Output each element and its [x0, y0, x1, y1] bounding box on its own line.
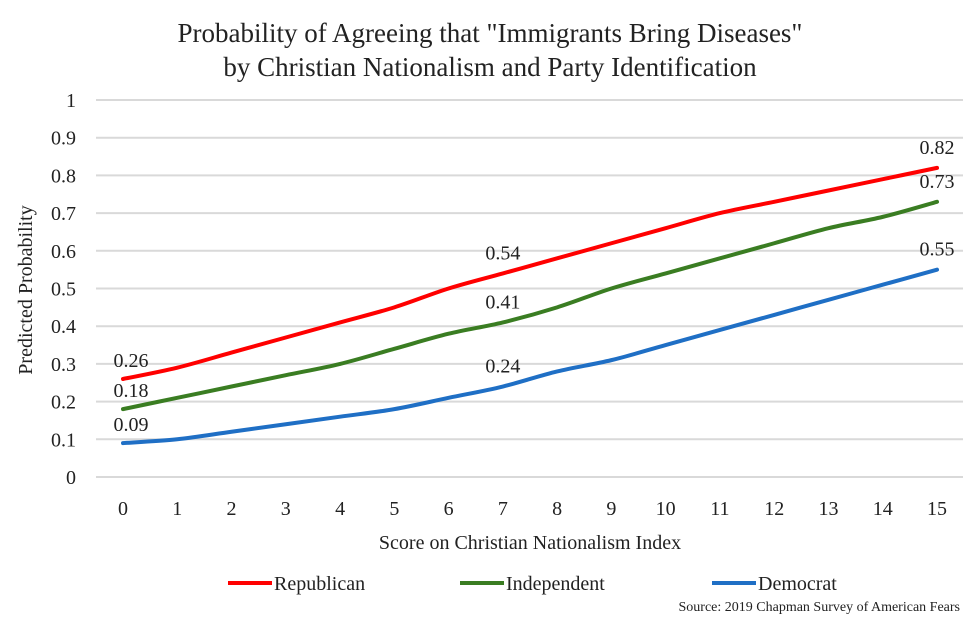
data-label-independent: 0.73	[920, 171, 955, 193]
y-tick-label: 0.7	[51, 203, 76, 225]
legend-item-democrat: Democrat	[712, 573, 837, 595]
y-tick-label: 0.8	[51, 165, 76, 187]
x-tick-label: 11	[710, 498, 729, 520]
x-tick-label: 2	[227, 498, 237, 520]
y-tick-label: 0	[66, 467, 76, 489]
x-tick-label: 5	[389, 498, 399, 520]
chart-title-line-2: by Christian Nationalism and Party Ident…	[223, 52, 757, 82]
x-tick-label: 15	[927, 498, 947, 520]
chart-title-line-1: Probability of Agreeing that "Immigrants…	[178, 18, 803, 48]
data-label-republican: 0.82	[920, 137, 955, 159]
y-tick-label: 0.2	[51, 392, 76, 414]
data-label-independent: 0.18	[114, 380, 149, 402]
x-tick-label: 12	[764, 498, 784, 520]
x-tick-label: 1	[172, 498, 182, 520]
y-tick-label: 1	[66, 90, 76, 112]
x-tick-label: 8	[552, 498, 562, 520]
y-axis-ticks: 0 0.1 0.2 0.3 0.4 0.5 0.6 0.7 0.8 0.9 1	[51, 90, 76, 489]
x-tick-label: 14	[873, 498, 893, 520]
x-tick-label: 4	[335, 498, 345, 520]
x-tick-label: 3	[281, 498, 291, 520]
data-label-republican: 0.54	[485, 242, 520, 264]
x-axis-ticks: 0 1 2 3 4 5 6 7 8 9 10 11 12 13 14 15	[118, 498, 947, 520]
data-label-democrat: 0.09	[114, 414, 149, 436]
y-tick-label: 0.9	[51, 128, 76, 150]
series-line-democrat	[121, 267, 939, 446]
y-axis-title: Predicted Probability	[15, 205, 37, 374]
y-tick-label: 0.5	[51, 279, 76, 301]
series-lines	[121, 165, 939, 446]
x-axis-title: Score on Christian Nationalism Index	[379, 532, 681, 554]
series-line-republican	[121, 165, 939, 381]
series-line-independent	[121, 199, 939, 412]
x-tick-label: 9	[606, 498, 616, 520]
gridlines	[96, 99, 963, 478]
data-label-independent: 0.41	[485, 291, 520, 313]
chart-title: Probability of Agreeing that "Immigrants…	[178, 18, 803, 82]
data-label-republican: 0.26	[114, 350, 149, 372]
x-tick-label: 6	[444, 498, 454, 520]
data-label-democrat: 0.55	[920, 239, 955, 261]
legend-item-republican: Republican	[228, 573, 365, 595]
x-tick-label: 7	[498, 498, 508, 520]
x-tick-label: 10	[656, 498, 676, 520]
legend-label-independent: Independent	[506, 573, 605, 595]
x-tick-label: 0	[118, 498, 128, 520]
y-tick-label: 0.1	[51, 429, 76, 451]
y-tick-label: 0.4	[51, 316, 76, 338]
legend: Republican Independent Democrat	[228, 573, 837, 595]
data-label-democrat: 0.24	[485, 356, 520, 378]
legend-label-democrat: Democrat	[758, 573, 837, 595]
x-tick-label: 13	[818, 498, 838, 520]
legend-label-republican: Republican	[274, 573, 365, 595]
y-tick-label: 0.6	[51, 241, 76, 263]
legend-item-independent: Independent	[460, 573, 605, 595]
data-labels: 0.26 0.54 0.82 0.18 0.41 0.73 0.09 0.24 0.55	[114, 137, 955, 436]
source-note: Source: 2019 Chapman Survey of American …	[679, 600, 961, 615]
y-tick-label: 0.3	[51, 354, 76, 376]
